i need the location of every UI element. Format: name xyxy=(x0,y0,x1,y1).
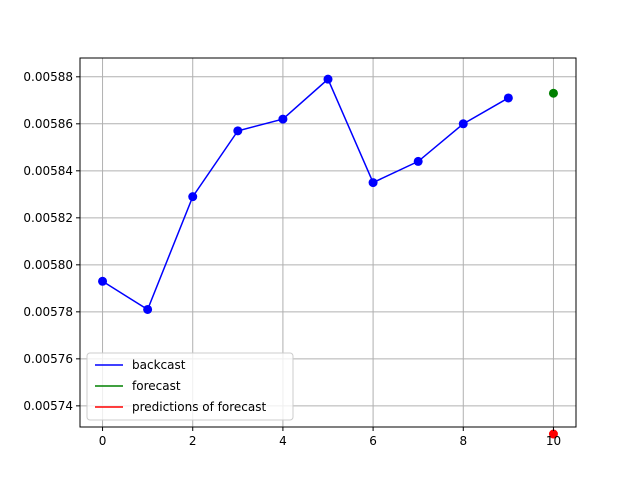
x-axis: 0 2 4 6 8 10 xyxy=(99,427,561,448)
y-tick-label: 0.00582 xyxy=(23,211,73,225)
backcast-line xyxy=(102,77,509,311)
backcast-point xyxy=(368,178,378,188)
series-layer xyxy=(98,74,558,439)
backcast-point xyxy=(458,119,468,129)
backcast-point xyxy=(188,192,198,202)
y-tick-label: 0.00574 xyxy=(23,399,73,413)
backcast-point xyxy=(98,276,108,286)
backcast-point xyxy=(278,114,288,124)
backcast-point xyxy=(233,126,243,136)
backcast-point xyxy=(323,74,333,84)
y-axis: 0.00574 0.00576 0.00578 0.00580 0.00582 0.005… xyxy=(23,70,80,413)
x-tick-label: 4 xyxy=(279,434,287,448)
legend-label: predictions of forecast xyxy=(132,400,266,414)
forecast-point xyxy=(548,88,558,98)
x-tick-label: 0 xyxy=(99,434,107,448)
legend-box xyxy=(86,352,294,421)
x-tick-label: 8 xyxy=(459,434,467,448)
x-tick-label: 2 xyxy=(189,434,197,448)
legend-label: backcast xyxy=(132,358,186,372)
y-tick-label: 0.00586 xyxy=(23,117,73,131)
plot-frame xyxy=(79,57,577,428)
backcast-point xyxy=(503,93,513,103)
x-tick-label: 6 xyxy=(369,434,377,448)
y-tick-label: 0.00578 xyxy=(23,305,73,319)
y-tick-label: 0.00580 xyxy=(23,258,73,272)
legend: backcast forecast predictions of forecast xyxy=(86,352,294,421)
backcast-point xyxy=(143,304,153,314)
x-tick-label: 10 xyxy=(546,434,561,448)
backcast-point xyxy=(413,156,423,166)
y-tick-label: 0.00576 xyxy=(23,352,73,366)
y-tick-label: 0.00584 xyxy=(23,164,73,178)
predictions-of-forecast-point xyxy=(548,429,558,439)
legend-label: forecast xyxy=(132,379,181,393)
y-tick-label: 0.00588 xyxy=(23,70,73,84)
